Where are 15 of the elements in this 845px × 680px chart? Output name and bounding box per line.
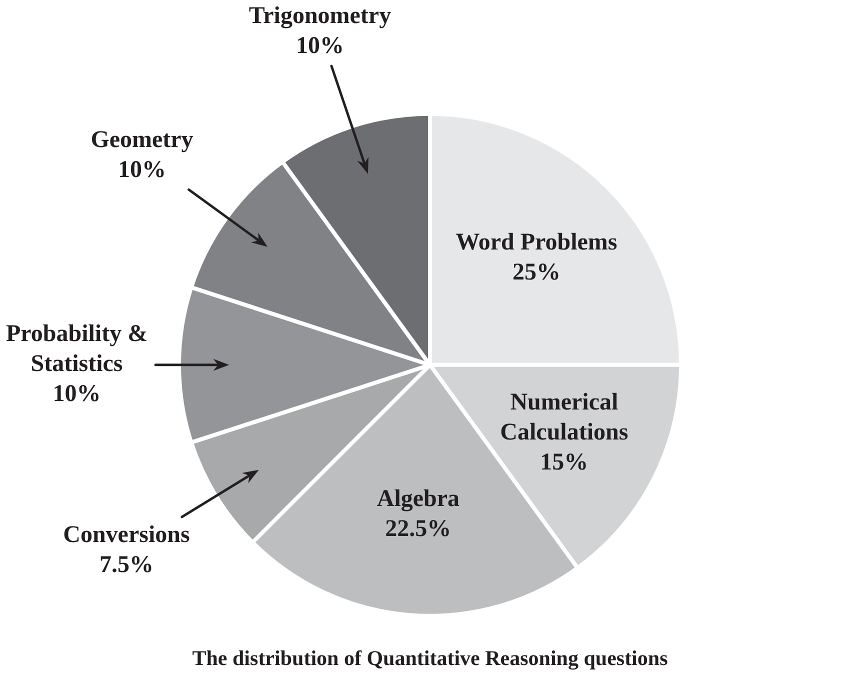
slice-label: Numerical Calculations	[500, 389, 628, 446]
data-label: 7.5%	[99, 552, 154, 578]
slice-label: Word Problems	[456, 230, 618, 256]
slice-label: Conversions	[63, 522, 190, 548]
slice-label: Geometry	[90, 126, 194, 153]
data-label: 10%	[296, 33, 344, 60]
text: The distribution of Quantitative Reasoning questions	[192, 646, 668, 670]
data-label: 15%	[540, 449, 588, 476]
data-label: 25%	[512, 260, 560, 286]
slice-label: Algebra	[376, 486, 460, 512]
data-label: 10%	[118, 156, 166, 183]
slice-label: Probability & Statistics	[6, 321, 148, 378]
slice-label: Trigonometry	[248, 3, 392, 30]
data-label: 22.5%	[385, 516, 452, 542]
data-label: 10%	[52, 381, 101, 408]
